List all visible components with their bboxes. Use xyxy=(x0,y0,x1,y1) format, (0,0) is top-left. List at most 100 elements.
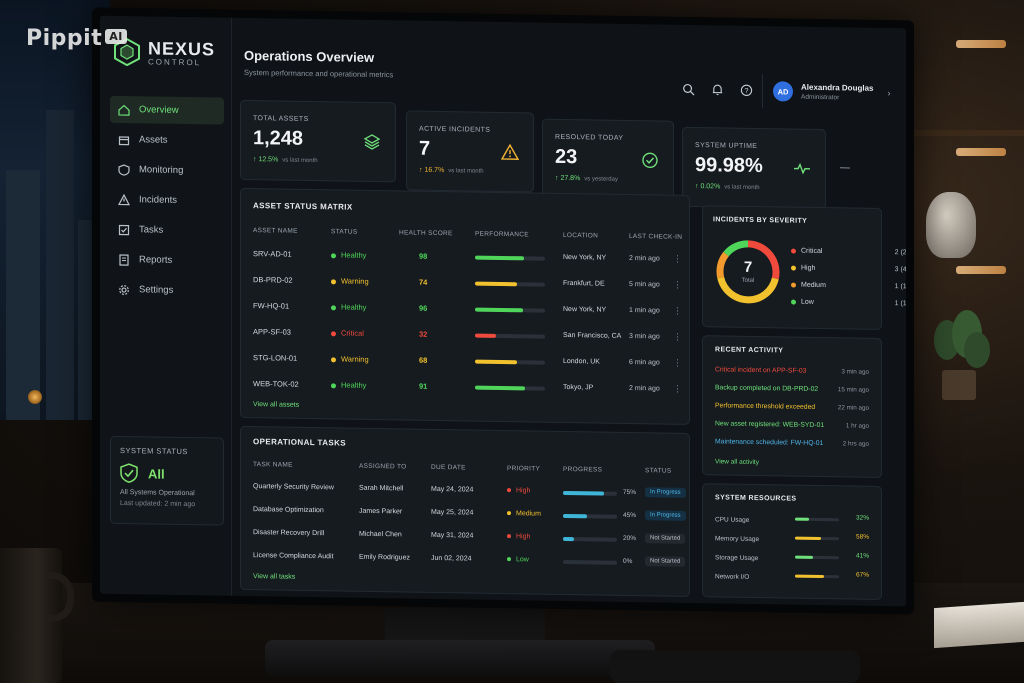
view-all-tasks-link[interactable]: View all tasks xyxy=(253,573,296,581)
kpi-delta-note: vs last month xyxy=(724,184,760,192)
kpi-card[interactable]: ACTIVE INCIDENTS 7 ↑ 16.7% vs last month xyxy=(406,110,534,193)
task-status-badge: Not Started xyxy=(645,533,686,544)
asset-matrix-title: ASSET STATUS MATRIX xyxy=(253,201,353,212)
kpi-card[interactable]: TOTAL ASSETS 1,248 ↑ 12.5% vs last month xyxy=(240,99,396,183)
priority-badge: High xyxy=(507,533,530,540)
view-all-activity-link[interactable]: View all activity xyxy=(715,458,759,467)
legend-count: 3 (42.9%) xyxy=(894,266,906,274)
sidebar-item-reports[interactable]: Reports xyxy=(110,246,224,275)
asset-name: DB-PRD-02 xyxy=(253,275,293,285)
activity-item[interactable]: Critical incident on APP-SF-03 3 min ago xyxy=(715,366,869,384)
sidebar-item-incidents[interactable]: Incidents xyxy=(110,186,224,215)
more-options-icon[interactable]: ⋮ xyxy=(673,253,682,264)
resource-percent: 67% xyxy=(855,571,869,579)
mug-handle xyxy=(48,572,74,622)
resource-row: CPU Usage 32% xyxy=(715,512,869,530)
legend-count: 1 (14.3%) xyxy=(894,283,906,291)
more-options-icon[interactable]: ⋮ xyxy=(673,357,682,368)
severity-slice-critical[interactable] xyxy=(747,240,780,280)
sidebar-item-monitoring[interactable]: Monitoring xyxy=(110,156,224,185)
kpi-label: RESOLVED TODAY xyxy=(555,133,624,142)
severity-slice-low[interactable] xyxy=(723,240,749,257)
activity-item[interactable]: Performance threshold exceeded 22 min ago xyxy=(715,402,869,420)
search-icon[interactable] xyxy=(682,83,695,96)
kpi-card[interactable]: RESOLVED TODAY 23 ↑ 27.8% vs yesterday xyxy=(542,118,674,201)
priority-dot xyxy=(507,488,511,493)
priority-dot xyxy=(507,511,511,516)
more-options-icon[interactable]: ⋮ xyxy=(673,383,682,394)
chevron-right-icon: › xyxy=(887,88,891,99)
legend-count: 2 (28.6%) xyxy=(894,249,906,257)
severity-slice-medium[interactable] xyxy=(716,251,729,279)
legend-dot xyxy=(791,248,796,254)
resource-percent: 32% xyxy=(855,514,869,522)
asset-location: Tokyo, JP xyxy=(563,383,594,392)
task-column-header: DUE DATE xyxy=(431,463,466,472)
severity-slice-high[interactable] xyxy=(717,276,779,304)
asset-column-header: ASSET NAME xyxy=(253,227,298,235)
more-options-icon[interactable]: ⋮ xyxy=(673,331,682,342)
kpi-label: TOTAL ASSETS xyxy=(253,115,309,123)
severity-legend-item: Low 1 (14.3%) xyxy=(791,298,906,308)
severity-legend-item: Medium 1 (14.3%) xyxy=(791,282,906,291)
home-icon xyxy=(118,103,130,116)
priority-label: Medium xyxy=(516,510,541,518)
priority-badge: Low xyxy=(507,556,529,563)
legend-label: Low xyxy=(801,298,814,306)
gear-icon xyxy=(118,283,130,295)
last-check-in: 6 min ago xyxy=(629,358,660,367)
help-icon[interactable]: ? xyxy=(740,84,753,97)
sidebar-item-tasks[interactable]: Tasks xyxy=(110,216,224,245)
performance-bar-fill xyxy=(475,359,517,365)
sidebar-item-label: Tasks xyxy=(139,224,164,236)
asset-column-header: LAST CHECK-IN xyxy=(629,232,683,241)
resource-label: Memory Usage xyxy=(715,535,760,544)
sidebar-item-label: Settings xyxy=(139,284,174,296)
activity-item[interactable]: Backup completed on DB-PRD-02 15 min ago xyxy=(715,384,869,402)
system-status-message: All Systems Operational xyxy=(120,488,195,498)
task-name: Disaster Recovery Drill xyxy=(253,529,325,538)
asset-column-header: STATUS xyxy=(331,228,358,236)
performance-bar-fill xyxy=(475,281,517,287)
kpi-delta: ↑ 27.8% vs yesterday xyxy=(555,175,661,184)
sidebar-item-settings[interactable]: Settings xyxy=(110,276,224,305)
task-due-date: Jun 02, 2024 xyxy=(431,554,472,563)
pulse-icon xyxy=(793,159,811,177)
priority-dot xyxy=(507,534,511,539)
user-name: Alexandra Douglas xyxy=(801,82,874,93)
warning-icon xyxy=(500,143,520,161)
status-label: Critical xyxy=(341,328,364,338)
activity-text: New asset registered: WEB-SYD-01 xyxy=(715,420,825,430)
page-title: Operations Overview xyxy=(244,47,375,65)
task-status-badge: Not Started xyxy=(645,556,686,567)
activity-item[interactable]: New asset registered: WEB-SYD-01 1 hr ago xyxy=(715,420,869,438)
health-score: 91 xyxy=(419,381,428,391)
status-badge: Healthy xyxy=(331,380,366,390)
last-check-in: 2 min ago xyxy=(629,254,660,263)
task-progress-bar xyxy=(563,490,617,496)
activity-time: 3 min ago xyxy=(841,368,869,376)
kpi-card[interactable]: SYSTEM UPTIME 99.98% ↑ 0.02% vs last month xyxy=(682,126,826,210)
status-dot xyxy=(331,356,336,362)
sidebar-item-overview[interactable]: Overview xyxy=(110,95,224,125)
check-circle-icon xyxy=(641,151,659,169)
resource-percent: 41% xyxy=(855,552,869,560)
bell-icon[interactable] xyxy=(711,83,724,96)
user-menu[interactable]: AD Alexandra Douglas Administrator › xyxy=(762,74,891,111)
activity-item[interactable]: Maintenance scheduled: FW-HQ-01 2 hrs ago xyxy=(715,438,869,456)
svg-text:?: ? xyxy=(744,86,748,95)
view-all-assets-link[interactable]: View all assets xyxy=(253,401,300,409)
legend-dot xyxy=(791,265,796,271)
kpi-delta: ↑ 0.02% vs last month xyxy=(695,183,813,192)
health-score: 68 xyxy=(419,355,428,365)
legend-count: 1 (14.3%) xyxy=(894,300,906,308)
severity-total: 7 xyxy=(743,258,753,276)
resource-label: Storage Usage xyxy=(715,554,759,563)
sidebar-item-assets[interactable]: Assets xyxy=(110,126,224,155)
more-options-icon[interactable]: ⋮ xyxy=(673,305,682,316)
layers-icon xyxy=(363,132,381,150)
more-options-icon[interactable]: ⋮ xyxy=(673,279,682,290)
system-status-badge: All xyxy=(148,465,165,482)
brand-logo[interactable]: NEXUS CONTROL xyxy=(114,38,215,68)
priority-label: High xyxy=(516,487,531,495)
